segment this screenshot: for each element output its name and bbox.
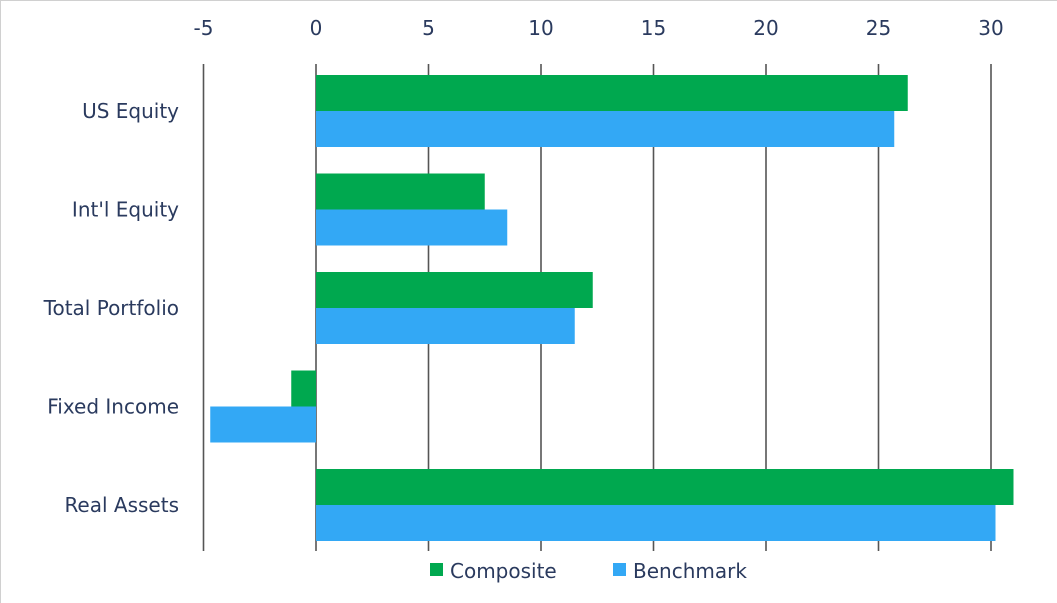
legend-label-benchmark: Benchmark	[633, 559, 747, 583]
x-tick-label: 15	[641, 16, 666, 40]
x-tick-label: 25	[866, 16, 891, 40]
bar-benchmark-fixed-income	[210, 406, 316, 443]
bar-benchmark-total-portfolio	[316, 308, 575, 344]
bars	[210, 75, 1014, 541]
x-tick-label: 30	[978, 16, 1003, 40]
bar-benchmark-us-equity	[316, 111, 895, 147]
bar-composite-fixed-income	[291, 370, 316, 407]
category-label-us-equity: US Equity	[82, 99, 179, 123]
legend-swatch-benchmark	[613, 563, 626, 576]
bar-composite-real-assets	[316, 469, 1014, 505]
bar-composite-total-portfolio	[316, 272, 593, 308]
category-label-fixed-income: Fixed Income	[47, 395, 179, 419]
legend-label-composite: Composite	[450, 559, 557, 583]
x-tick-label: 10	[528, 16, 553, 40]
bar-benchmark-int-l-equity	[316, 209, 508, 246]
x-tick-label: -5	[194, 16, 214, 40]
bar-composite-int-l-equity	[316, 173, 485, 210]
x-tick-label: 20	[753, 16, 778, 40]
category-labels: US Equity Int'l Equity Total Portfolio Fixe…	[43, 99, 180, 517]
bar-benchmark-real-assets	[316, 505, 996, 541]
x-tick-label: 5	[422, 16, 435, 40]
category-label-total-portfolio: Total Portfolio	[43, 296, 179, 320]
legend: Composite Benchmark	[430, 559, 747, 583]
x-axis-tick-labels: -5 0 5 10 15 20 25 30	[194, 16, 1004, 40]
legend-swatch-composite	[430, 563, 443, 576]
x-tick-label: 0	[310, 16, 323, 40]
category-label-real-assets: Real Assets	[64, 493, 179, 517]
bar-composite-us-equity	[316, 75, 908, 111]
category-label-int-l-equity: Int'l Equity	[72, 198, 179, 222]
